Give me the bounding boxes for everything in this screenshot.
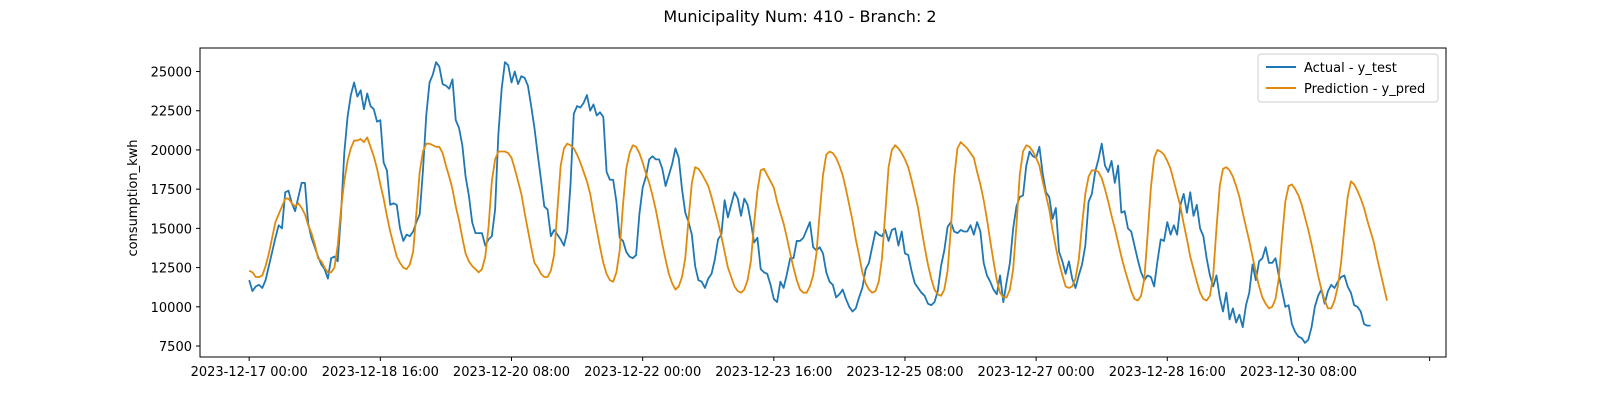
x-axis: 2023-12-17 00:00 2023-12-18 16:00 2023-12-… — [191, 357, 1431, 380]
x-tick-label: 2023-12-20 08:00 — [453, 365, 570, 380]
legend-box — [1257, 53, 1439, 103]
plot-frame — [199, 47, 1447, 358]
x-tick-label: 2023-12-25 08:00 — [846, 365, 963, 380]
y-tick-label: 25000 — [151, 66, 192, 81]
y-axis: 7500 10000 12500 15000 17500 20000 22500 25000 — [151, 66, 200, 355]
x-tick-label: 2023-12-27 00:00 — [978, 365, 1095, 380]
y-tick-label: 12500 — [151, 262, 192, 277]
y-tick-label: 7500 — [159, 340, 192, 355]
series-line-1 — [248, 61, 1371, 344]
y-tick-label: 10000 — [151, 301, 192, 316]
series-line-2 — [248, 136, 1388, 310]
y-axis-title: consumption_kwh — [126, 139, 141, 256]
y-tick-label: 20000 — [151, 144, 192, 159]
y-tick-label: 15000 — [151, 222, 192, 237]
y-tick-label: 17500 — [151, 183, 192, 198]
x-tick-label: 2023-12-17 00:00 — [191, 365, 308, 380]
legend: Actual - y_test Prediction - y_pred — [1257, 53, 1439, 103]
series-layer — [248, 61, 1388, 344]
x-tick-label: 2023-12-30 08:00 — [1240, 365, 1357, 380]
x-tick-label: 2023-12-18 16:00 — [322, 365, 439, 380]
x-tick-label: 2023-12-23 16:00 — [715, 365, 832, 380]
legend-label-2: Prediction - y_pred — [1304, 82, 1425, 97]
x-tick-label: 2023-12-28 16:00 — [1109, 365, 1226, 380]
chart-title: Municipality Num: 410 - Branch: 2 — [663, 7, 936, 26]
y-tick-label: 22500 — [151, 105, 192, 120]
x-tick-label: 2023-12-22 00:00 — [584, 365, 701, 380]
legend-label-1: Actual - y_test — [1304, 61, 1397, 76]
